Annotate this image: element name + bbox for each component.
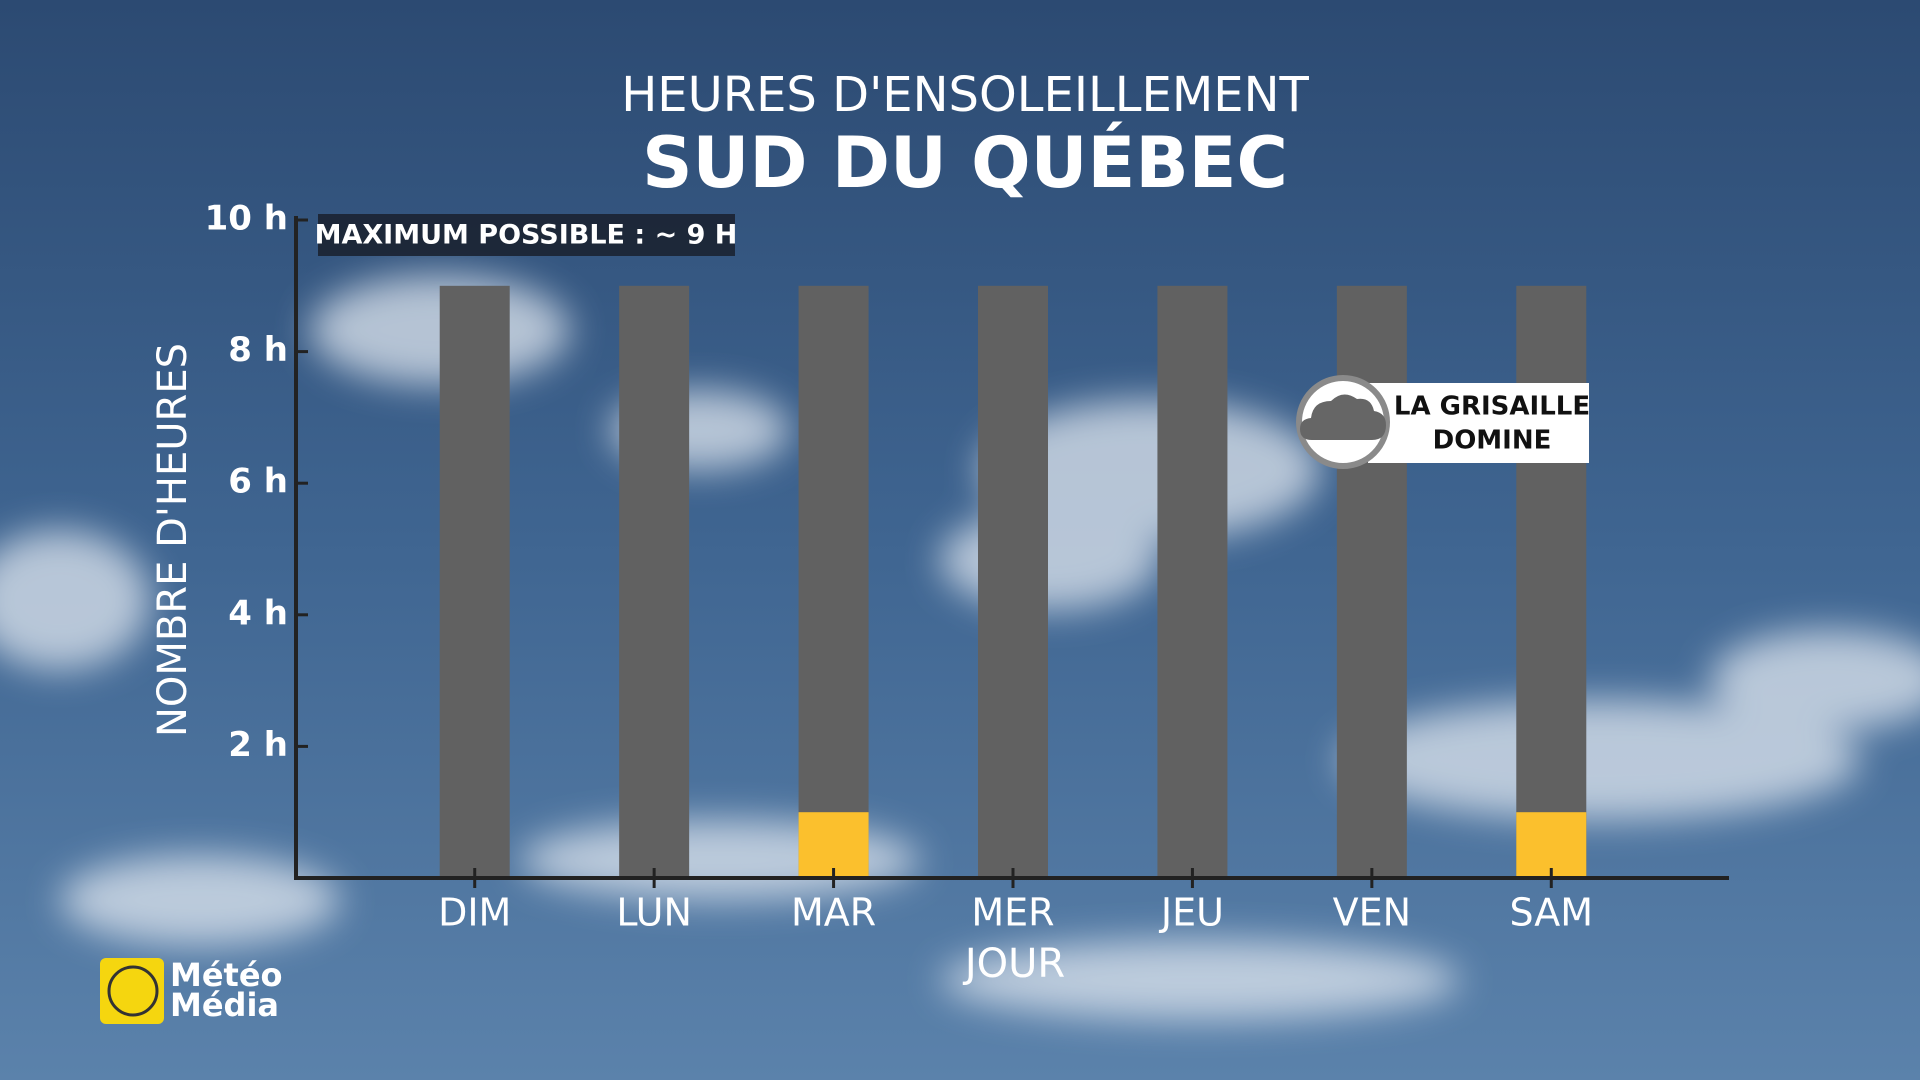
chart-title: HEURES D'ENSOLEILLEMENT xyxy=(621,67,1309,123)
bar xyxy=(798,812,869,878)
logo-text: Météo xyxy=(170,956,283,994)
bar xyxy=(1157,285,1228,878)
y-tick-label: 2 h xyxy=(228,725,288,765)
logo-text: Média xyxy=(170,986,279,1024)
x-tick-label: SAM xyxy=(1509,891,1593,935)
x-tick-label: MER xyxy=(971,891,1054,935)
cloud-icon xyxy=(1300,394,1386,440)
x-tick-label: MAR xyxy=(791,891,876,935)
bar xyxy=(798,285,869,878)
x-axis-label: JOUR xyxy=(962,941,1065,987)
y-tick-label: 8 h xyxy=(228,330,288,370)
logo-globe xyxy=(107,965,159,1017)
clouds xyxy=(0,275,1920,1020)
bar xyxy=(978,285,1048,878)
plot: 2 h 4 h 6 h 8 h 10 h DIM LUN MAR MER JEU VEN SAM xyxy=(205,199,1729,935)
y-tick-label: 4 h xyxy=(228,593,288,633)
x-tick-label: VEN xyxy=(1333,891,1411,935)
bar xyxy=(439,285,510,878)
chart-subtitle: SUD DU QUÉBEC xyxy=(642,122,1288,204)
callout-text: LA GRISAILLE xyxy=(1394,392,1590,422)
callout-box xyxy=(1368,383,1589,463)
y-tick-label: 10 h xyxy=(205,199,288,239)
bar xyxy=(619,285,690,878)
annotation-box xyxy=(318,214,735,256)
bar xyxy=(1516,285,1587,878)
x-tick-label: JEU xyxy=(1159,891,1224,935)
x-tick-label: LUN xyxy=(616,891,692,935)
y-axis-label: NOMBRE D'HEURES xyxy=(150,343,196,737)
bar xyxy=(1516,812,1587,878)
callout-text: DOMINE xyxy=(1433,426,1552,456)
bar xyxy=(1336,285,1407,878)
annotation: MAXIMUM POSSIBLE : ~ 9 H xyxy=(315,220,738,251)
y-tick-label: 6 h xyxy=(228,462,288,502)
x-tick-label: DIM xyxy=(438,891,511,935)
